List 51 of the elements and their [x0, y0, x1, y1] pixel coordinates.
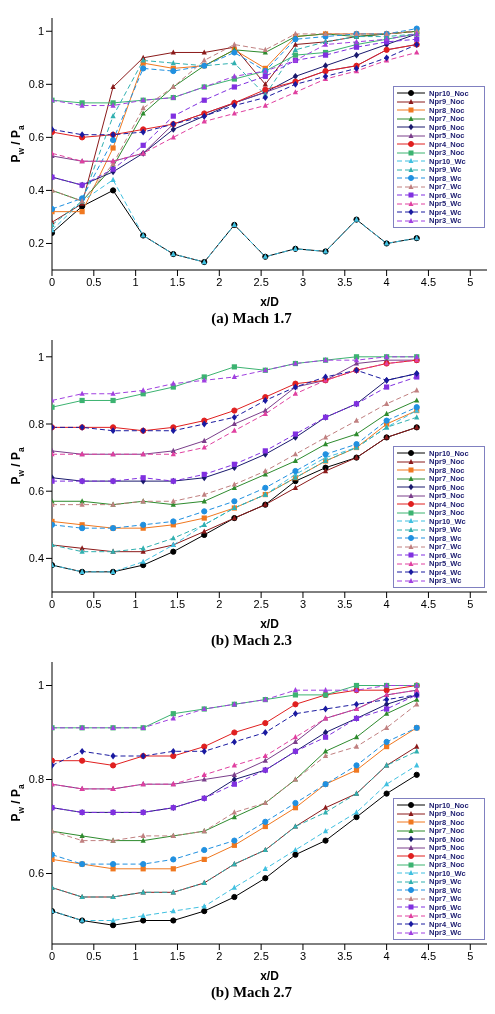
x-tick-label: 1: [132, 597, 139, 610]
x-tick-label: 1: [132, 275, 139, 288]
x-tick-label: 5: [467, 949, 474, 962]
x-tick-label: 0.5: [86, 949, 102, 962]
x-tick-label: 2: [216, 275, 223, 288]
y-tick-label: 0.6: [28, 485, 44, 498]
x-tick-label: 2: [216, 949, 223, 962]
x-tick-label: 3: [299, 597, 307, 610]
x-tick-label: 3: [299, 949, 307, 962]
x-axis-title: x/D: [260, 969, 280, 983]
x-axis-title: x/D: [260, 295, 280, 309]
y-tick-label: 0.2: [28, 237, 44, 250]
x-tick-label: 0.5: [86, 597, 102, 610]
x-tick-label: 1.5: [169, 275, 186, 288]
x-tick-label: 4.5: [420, 949, 437, 962]
x-tick-label: 4: [383, 597, 390, 610]
text: (b) Mach 2.7: [209, 983, 294, 1002]
x-tick-label: 2.5: [253, 597, 269, 610]
x-tick-label: 5: [467, 275, 474, 288]
y-tick-label: 1: [37, 679, 44, 692]
x-tick-label: 0: [48, 949, 56, 962]
x-tick-label: 3: [299, 275, 307, 288]
y-tick-label: 0.6: [28, 867, 44, 880]
x-tick-label: 0: [48, 275, 56, 288]
x-tick-label: 3.5: [337, 949, 353, 962]
y-tick-label: 0.6: [28, 131, 44, 144]
x-tick-label: 4: [383, 949, 390, 962]
y-tick-label: 0.8: [28, 773, 44, 786]
y-tick-label: 0.8: [28, 417, 44, 430]
x-tick-label: 1: [132, 949, 139, 962]
text: (a) Mach 1.7: [210, 309, 293, 328]
text: (b) Mach 2.3: [209, 631, 294, 650]
y-tick-label: 1: [37, 25, 44, 38]
y-tick-label: 0.4: [28, 552, 44, 565]
x-tick-label: 1.5: [169, 597, 186, 610]
y-tick-label: 0.4: [28, 184, 44, 197]
x-tick-label: 2.5: [253, 275, 269, 288]
x-tick-label: 2: [216, 597, 223, 610]
y-tick-label: 0.8: [28, 78, 44, 91]
x-tick-label: 4: [383, 275, 390, 288]
x-tick-label: 3.5: [337, 275, 353, 288]
x-axis-title: x/D: [260, 617, 280, 631]
x-tick-label: 4.5: [420, 275, 437, 288]
x-tick-label: 0: [48, 597, 56, 610]
x-tick-label: 1.5: [169, 949, 186, 962]
x-tick-label: 2.5: [253, 949, 269, 962]
x-tick-label: 5: [467, 597, 474, 610]
x-tick-label: 4.5: [420, 597, 437, 610]
x-tick-label: 0.5: [86, 275, 102, 288]
x-tick-label: 3.5: [337, 597, 353, 610]
y-tick-label: 1: [37, 350, 44, 363]
